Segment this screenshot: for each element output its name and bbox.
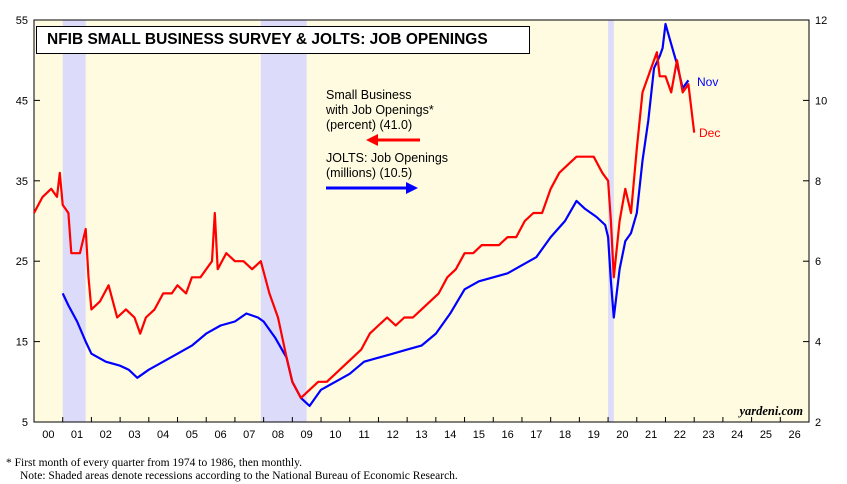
x-tick-label: 03 — [128, 429, 140, 441]
x-tick-label: 00 — [42, 429, 54, 441]
right-tick-label: 4 — [815, 337, 821, 349]
left-tick-label: 45 — [16, 95, 28, 107]
x-tick-label: 05 — [186, 429, 198, 441]
recession-bands — [62, 20, 614, 422]
x-tick-label: 16 — [501, 429, 513, 441]
left-axis: 5 15 25 35 45 55 — [16, 15, 40, 429]
x-tick-label: 23 — [702, 429, 714, 441]
recession-band-0 — [62, 20, 86, 422]
right-tick-label: 8 — [815, 176, 821, 188]
legend-small-business: Small Business with Job Openings* (perce… — [326, 88, 434, 133]
right-tick-label: 12 — [815, 15, 827, 27]
x-tick-label: 01 — [71, 429, 83, 441]
footnote-1: * First month of every quarter from 1974… — [6, 457, 302, 469]
x-tick-label: 17 — [530, 429, 542, 441]
x-tick-label: 14 — [444, 429, 456, 441]
nfib-end-label: Dec — [699, 126, 721, 140]
legend-small-business-line2: with Job Openings* — [326, 103, 434, 117]
x-tick-label: 11 — [358, 429, 369, 441]
x-tick-label: 13 — [415, 429, 427, 441]
x-axis: 00 01 02 03 04 05 06 07 08 09 10 11 12 13 14 15 16 17 18 19… — [33, 417, 801, 441]
x-tick-label: 04 — [157, 429, 169, 441]
left-tick-label: 55 — [16, 15, 28, 27]
right-tick-label: 2 — [815, 417, 821, 429]
legend-small-business-line3: (percent) (41.0) — [326, 118, 413, 132]
jolts-job-openings-line — [61, 22, 690, 407]
x-tick-label: 19 — [588, 429, 600, 441]
left-tick-label: 35 — [16, 176, 28, 188]
plot-background — [33, 19, 810, 423]
legend-jolts: JOLTS: Job Openings (millions) (10.5) — [326, 151, 448, 181]
x-tick-label: 15 — [473, 429, 485, 441]
credit-yardeni: yardeni.com — [739, 404, 803, 418]
x-tick-label: 08 — [272, 429, 284, 441]
red-legend-arrowhead — [366, 134, 378, 146]
x-tick-label: 07 — [243, 429, 255, 441]
x-tick-label: 21 — [645, 429, 657, 441]
blue-legend-arrowhead — [406, 182, 418, 194]
x-tick-label: 22 — [674, 429, 686, 441]
legend-small-business-line1: Small Business — [326, 88, 412, 102]
x-tick-label: 02 — [100, 429, 112, 441]
x-tick-label: 09 — [301, 429, 313, 441]
left-tick-label: 15 — [16, 337, 28, 349]
legend-jolts-line2: (millions) (10.5) — [326, 166, 413, 180]
right-tick-label: 10 — [815, 95, 827, 107]
recession-band-1 — [260, 20, 307, 422]
left-tick-label: 25 — [16, 256, 28, 268]
right-tick-label: 6 — [815, 256, 821, 268]
chart-title: NFIB SMALL BUSINESS SURVEY & JOLTS: JOB … — [36, 26, 530, 54]
x-tick-label: 10 — [329, 429, 341, 441]
x-tick-label: 26 — [789, 429, 801, 441]
x-tick-label: 25 — [760, 429, 772, 441]
legend-jolts-line1: JOLTS: Job Openings — [326, 151, 449, 165]
nfib-job-openings-line — [33, 51, 696, 399]
footnote-2: Note: Shaded areas denote recessions acc… — [20, 470, 458, 482]
right-axis: 2 4 6 8 10 12 — [803, 15, 827, 429]
x-tick-label: 24 — [731, 429, 743, 441]
x-tick-label: 06 — [214, 429, 226, 441]
x-tick-label: 20 — [616, 429, 628, 441]
series-lines — [33, 22, 696, 407]
x-tick-label: 12 — [387, 429, 399, 441]
legend-arrows — [326, 134, 420, 194]
jolts-end-label: Nov — [697, 75, 719, 89]
left-tick-label: 5 — [22, 417, 28, 429]
x-tick-label: 18 — [559, 429, 571, 441]
